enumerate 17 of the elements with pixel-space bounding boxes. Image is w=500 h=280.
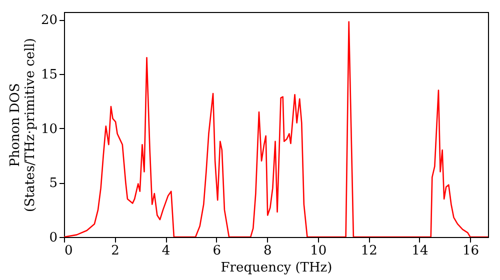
y-tick-label: 10 <box>40 122 58 137</box>
x-tick-label: 8 <box>263 244 272 258</box>
x-tick-label: 14 <box>412 244 428 258</box>
y-tick-label: 15 <box>40 67 58 82</box>
x-tick-label: 10 <box>310 244 327 258</box>
y-axis-title: Phonon DOS (States/THz·primitive cell) <box>8 38 38 212</box>
x-tick-label: 6 <box>212 244 221 258</box>
x-tick-label: 12 <box>360 244 378 258</box>
x-tick-label: 2 <box>111 244 120 258</box>
y-tick-label: 5 <box>49 176 58 192</box>
y-tick-label: 0 <box>49 230 58 246</box>
y-tick-label: 20 <box>40 13 58 28</box>
x-tick-label: 16 <box>462 244 479 258</box>
x-tick-label: 0 <box>64 244 73 258</box>
x-axis-title: Frequency (THz) <box>220 260 332 276</box>
line-series <box>64 21 488 237</box>
x-tick-label: 4 <box>162 244 170 258</box>
